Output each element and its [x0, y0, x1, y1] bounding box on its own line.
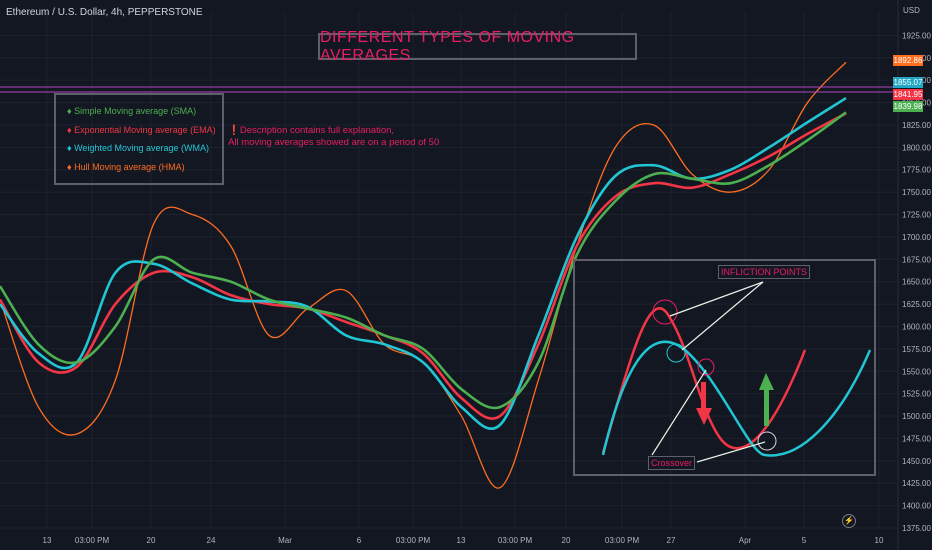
legend-item-ema: ♦ Exponential Moving average (EMA) — [67, 124, 216, 135]
x-tick-label: 5 — [802, 536, 807, 545]
y-tick-label: 1450.00 — [902, 457, 931, 466]
x-tick-label: 13 — [457, 536, 466, 545]
down-arrow-icon — [696, 382, 712, 425]
y-tick-label: 1800.00 — [902, 143, 931, 152]
inflection-points-label: INFLICTION POINTS — [718, 265, 811, 279]
symbol-header: Ethereum / U.S. Dollar, 4h, PEPPERSTONE — [6, 7, 203, 18]
y-tick-label: 1375.00 — [902, 524, 931, 533]
series-layer — [0, 61, 847, 489]
up-arrow-icon — [759, 373, 774, 426]
crossover-circle — [757, 431, 777, 451]
y-tick-label: 1825.00 — [902, 121, 931, 130]
chart-title: DIFFERENT TYPES OF MOVING AVERAGES — [318, 29, 637, 64]
legend-item-sma: ♦ Simple Moving average (SMA) — [67, 106, 197, 116]
price-tag-hma: 1892.86 — [893, 55, 923, 66]
y-tick-label: 1625.00 — [902, 300, 931, 309]
price-tag-ema: 1841.95 — [893, 89, 923, 100]
y-tick-label: 1550.00 — [902, 367, 931, 376]
inflection-circle-1 — [652, 299, 678, 325]
illustration-box — [573, 259, 876, 476]
y-tick-label: 1425.00 — [902, 479, 931, 488]
x-tick-label: 03:00 PM — [75, 536, 110, 545]
inflection-circle-2 — [666, 343, 686, 363]
x-tick-label: 10 — [875, 536, 884, 545]
currency-label: USD — [903, 6, 920, 15]
y-tick-label: 1525.00 — [902, 390, 931, 399]
y-tick-label: 1650.00 — [902, 278, 931, 287]
y-tick-label: 1725.00 — [902, 211, 931, 220]
crossover-label: Crossover — [648, 456, 696, 470]
series-line-sma — [0, 111, 847, 410]
legend-item-wma: ♦ Weighted Moving average (WMA) — [67, 143, 209, 153]
x-tick-label: 6 — [357, 536, 362, 545]
x-tick-label: Apr — [739, 536, 752, 545]
x-tick-label: 03:00 PM — [498, 536, 533, 545]
price-tag-sma: 1839.98 — [893, 101, 923, 112]
x-tick-label: Mar — [278, 536, 292, 545]
y-tick-label: 1475.00 — [902, 434, 931, 443]
x-tick-label: 03:00 PM — [396, 536, 431, 545]
y-tick-label: 1600.00 — [902, 322, 931, 331]
legend: ♦ Simple Moving average (SMA) ♦ Exponent… — [54, 93, 224, 185]
x-tick-label: 20 — [147, 536, 156, 545]
y-tick-label: 1925.00 — [902, 31, 931, 40]
y-tick-label: 1750.00 — [902, 188, 931, 197]
x-tick-label: 13 — [43, 536, 52, 545]
y-tick-label: 1400.00 — [902, 502, 931, 511]
description-note: ❗Description contains full explanation, … — [228, 125, 440, 148]
x-tick-label: 27 — [667, 536, 676, 545]
price-tag-wma: 1855.07 — [893, 77, 923, 88]
legend-item-hma: ♦ Hull Moving average (HMA) — [67, 161, 185, 172]
x-tick-label: 20 — [562, 536, 571, 545]
flash-icon[interactable]: ⚡ — [842, 514, 856, 528]
x-tick-label: 03:00 PM — [605, 536, 640, 545]
y-tick-label: 1700.00 — [902, 233, 931, 242]
y-tick-label: 1575.00 — [902, 345, 931, 354]
illustration-layer — [601, 281, 872, 463]
y-tick-label: 1675.00 — [902, 255, 931, 264]
x-tick-label: 24 — [207, 536, 216, 545]
inflection-circle-3 — [697, 358, 715, 376]
y-tick-label: 1775.00 — [902, 166, 931, 175]
y-tick-label: 1500.00 — [902, 412, 931, 421]
